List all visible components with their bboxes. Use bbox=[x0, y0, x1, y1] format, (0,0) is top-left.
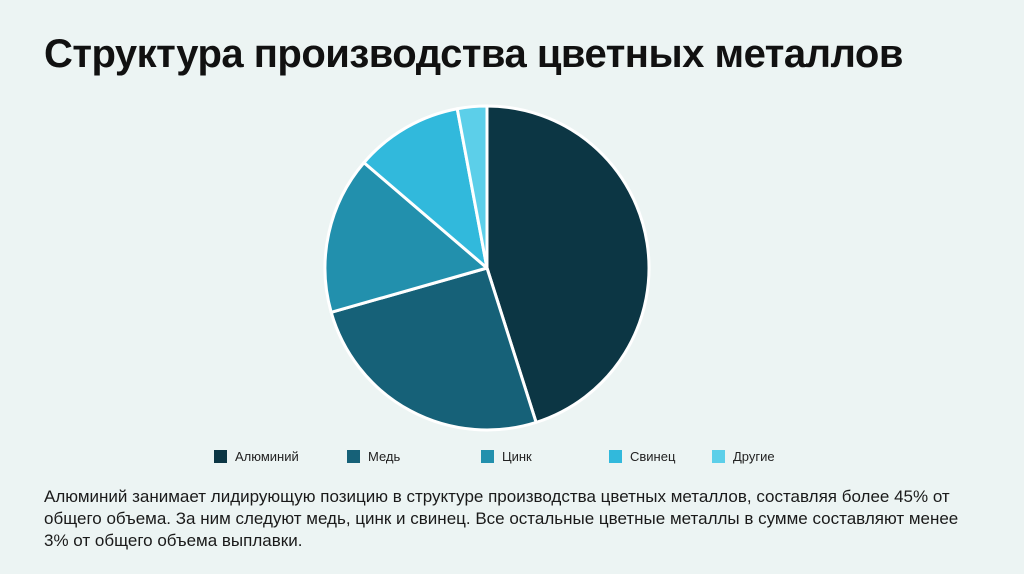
legend-swatch bbox=[609, 450, 622, 463]
legend-label: Медь bbox=[368, 449, 401, 464]
pie-slice-3 bbox=[362, 107, 489, 270]
pie-slice-4 bbox=[455, 104, 489, 270]
legend-item-1: Медь bbox=[347, 449, 400, 464]
legend-label: Цинк bbox=[502, 449, 532, 464]
legend-item-4: Другие bbox=[712, 449, 775, 464]
legend-item-0: Алюминий bbox=[214, 449, 299, 464]
pie-slices bbox=[323, 104, 651, 432]
legend-swatch bbox=[347, 450, 360, 463]
legend-swatch bbox=[712, 450, 725, 463]
pie-slice-1 bbox=[329, 266, 538, 432]
chart-legend: Алюминий Медь Цинк Свинец Другие bbox=[0, 449, 1024, 469]
legend-swatch bbox=[481, 450, 494, 463]
legend-label: Алюминий bbox=[235, 449, 299, 464]
legend-label: Свинец bbox=[630, 449, 676, 464]
legend-label: Другие bbox=[733, 449, 775, 464]
legend-item-2: Цинк bbox=[481, 449, 532, 464]
slide-title: Структура производства цветных металлов bbox=[44, 32, 903, 76]
legend-item-3: Свинец bbox=[609, 449, 675, 464]
pie-slice-2 bbox=[323, 161, 489, 314]
pie-slice-0 bbox=[485, 104, 651, 424]
legend-swatch bbox=[214, 450, 227, 463]
slide-description: Алюминий занимает лидирующую позицию в с… bbox=[44, 487, 959, 550]
